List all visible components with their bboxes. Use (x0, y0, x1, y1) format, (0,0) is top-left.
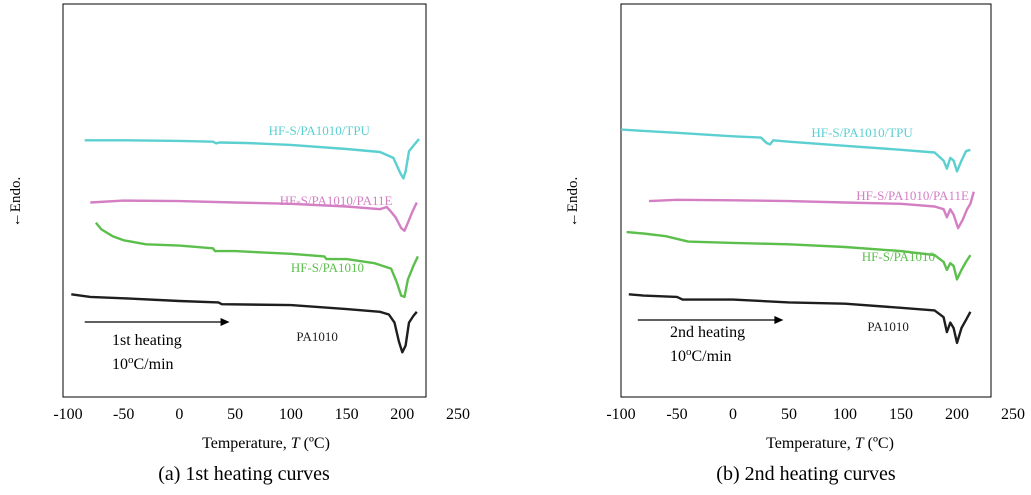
series-line-pa11e-b (648, 191, 975, 230)
series-line-pa1010-a (71, 293, 418, 354)
xtick-label-a: -50 (113, 406, 134, 423)
xtick-label-b: 150 (889, 406, 913, 423)
xlabel-b: Temperature, T (ºC) (766, 435, 894, 452)
rate-label-a: 10oC/min (112, 354, 174, 373)
xtick-label-b: -100 (606, 406, 635, 423)
series-label-pa11e-a: HF-S/PA1010/PA11E (280, 193, 393, 208)
series-group-a: HF-S/PA1010/TPU HF-S/PA1010/PA11E HF-S/PA1… (71, 123, 420, 354)
xtick-label-b: 250 (1001, 406, 1025, 423)
xlabel-a: Temperature, T (ºC) (202, 435, 330, 452)
annotation-a: 1st heating 10oC/min (84, 318, 230, 373)
xtick-label-a: 50 (227, 406, 243, 423)
xtick-label-b: -50 (666, 406, 687, 423)
series-label-pa1010-b: PA1010 (867, 319, 908, 334)
xtick-label-b: 200 (945, 406, 969, 423)
series-label-hfs-b: HF-S/PA1010 (862, 249, 935, 264)
caption-b: (b) 2nd heating curves (716, 463, 896, 485)
series-label-hfs-a: HF-S/PA1010 (291, 260, 364, 275)
series-line-tpu-b (620, 128, 971, 173)
series-line-pa11e-a (90, 199, 418, 232)
xtick-label-a: 250 (446, 406, 470, 423)
series-line-tpu-a (84, 138, 420, 180)
rate-label-b: 10oC/min (670, 346, 732, 365)
xticks-a: -100 -50 0 50 100 150 200 250 (53, 406, 470, 423)
heating-label-a: 1st heating (112, 332, 182, 349)
caption-a: (a) 1st heating curves (158, 463, 330, 485)
series-group-b: HF-S/PA1010/TPU HF-S/PA1010/PA11E HF-S/PA1… (620, 125, 975, 345)
series-line-pa1010-b (628, 293, 972, 345)
xtick-label-b: 50 (781, 406, 797, 423)
plot-frame-a (62, 3, 427, 398)
xtick-label-a: 0 (175, 406, 183, 423)
panel-b: ←Endo. -100 -50 0 50 100 150 200 250 Temperatur… (565, 3, 1025, 485)
series-line-hfs-b (626, 230, 972, 281)
ylabel-a: ←Endo. (8, 177, 24, 227)
xtick-label-a: 150 (335, 406, 359, 423)
series-label-pa1010-a: PA1010 (296, 329, 337, 344)
xtick-label-a: -100 (53, 406, 82, 423)
heating-label-b: 2nd heating (670, 324, 745, 341)
heating-arrowhead-a (220, 318, 230, 326)
series-label-tpu-b: HF-S/PA1010/TPU (811, 125, 913, 140)
series-label-tpu-a: HF-S/PA1010/TPU (269, 123, 371, 138)
xtick-label-b: 100 (833, 406, 857, 423)
xtick-label-a: 200 (390, 406, 414, 423)
xticks-b: -100 -50 0 50 100 150 200 250 (606, 406, 1025, 423)
plot-frame-b (620, 3, 992, 398)
series-line-hfs-a (94, 221, 419, 299)
xtick-label-b: 0 (729, 406, 737, 423)
xtick-label-a: 100 (279, 406, 303, 423)
series-label-pa11e-b: HF-S/PA1010/PA11E (856, 188, 969, 203)
panel-a: ←Endo. -100 -50 0 50 100 150 200 250 Temperatur… (8, 3, 470, 485)
heating-arrowhead-b (774, 316, 784, 324)
annotation-b: 2nd heating 10oC/min (637, 316, 784, 365)
ylabel-b: ←Endo. (565, 177, 581, 227)
